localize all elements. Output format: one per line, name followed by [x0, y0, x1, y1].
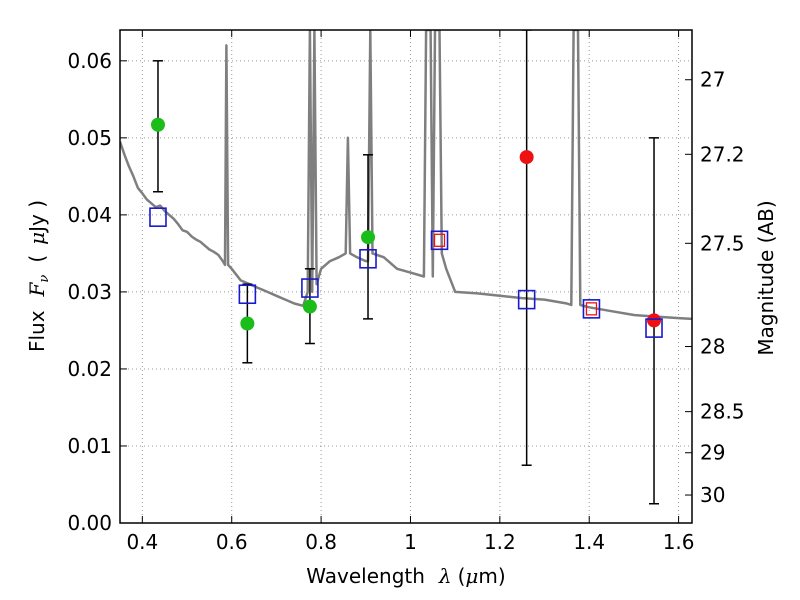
- x-tick-label: 0.6: [216, 530, 248, 554]
- y-tick-label: 0.06: [67, 49, 112, 73]
- y2-tick-label: 27: [700, 68, 725, 92]
- y-tick-label: 0.01: [67, 434, 112, 458]
- data-point-circle: [361, 230, 376, 245]
- y2-axis-ticks: 27 27.2 27.5 28 28.5 29 30: [685, 68, 745, 507]
- model-square: [149, 207, 167, 227]
- y-axis-title-symbol: F: [25, 281, 49, 297]
- y2-tick-label: 29: [700, 441, 725, 465]
- x-axis-title-unit-mu: μ: [465, 564, 478, 588]
- plot-frame: [119, 29, 693, 524]
- x-tick-label: 1.2: [484, 530, 516, 554]
- model-square: [430, 230, 449, 251]
- y-axis-title: Flux Fν ( μJy ): [25, 200, 52, 352]
- x-tick-label: 1.6: [663, 530, 695, 554]
- y2-tick-label: 28: [700, 335, 725, 359]
- x-axis-title-text: Wavelength: [306, 564, 425, 588]
- y-tick-label: 0.03: [67, 280, 112, 304]
- y-axis-ticks: 0.00 0.01 0.02 0.03 0.04 0.05 0.06: [67, 49, 127, 535]
- model-square: [238, 284, 257, 305]
- model-square: [301, 278, 319, 298]
- y-axis-title-subscript: ν: [37, 275, 52, 283]
- y-tick-label: 0.02: [67, 357, 112, 381]
- x-tick-label: 1.4: [573, 530, 605, 554]
- y2-tick-label: 28.5: [700, 400, 745, 424]
- y2-tick-label: 27.2: [700, 142, 745, 166]
- x-tick-label: 0.4: [126, 530, 158, 554]
- y2-axis-title: Magnitude (AB): [754, 200, 778, 355]
- data-point-circle: [519, 150, 534, 165]
- y-axis-title-text: Flux: [25, 310, 49, 352]
- y2-tick-label: 27.5: [700, 231, 745, 255]
- x-axis-title-symbol: λ: [438, 564, 452, 588]
- model-square: [359, 248, 377, 269]
- x-axis-title-unit-open: (: [458, 564, 466, 588]
- marker-layer: [149, 117, 663, 338]
- y-tick-label: 0.04: [67, 203, 112, 227]
- sed-model-layer: [120, 30, 692, 321]
- y-axis-title-unit-rest: Jy ): [25, 200, 49, 234]
- model-square: [645, 318, 663, 338]
- y2-tick-label: 30: [700, 483, 725, 507]
- red-square: [433, 233, 446, 247]
- model-square: [517, 289, 536, 310]
- y-axis-title-unit-open: (: [25, 255, 49, 263]
- y-tick-label: 0.05: [67, 126, 112, 150]
- x-axis-title: Wavelength λ (μm): [306, 564, 505, 588]
- y-axis-title-unit-mu: μ: [25, 232, 49, 245]
- y-tick-label: 0.00: [67, 511, 112, 535]
- data-point-circle: [647, 313, 662, 328]
- red-square: [585, 302, 598, 316]
- data-point-circle: [150, 117, 165, 132]
- data-point-circle: [302, 299, 317, 314]
- sed-model-line: [120, 30, 692, 321]
- model-square: [582, 299, 601, 319]
- x-axis-ticks: 0.4 0.6 0.8 1 1.2 1.4 1.6: [126, 30, 695, 554]
- x-tick-label: 0.8: [305, 530, 337, 554]
- x-axis-title-unit-rest: m): [478, 564, 505, 588]
- data-point-circle: [240, 316, 255, 331]
- x-tick-label: 1: [404, 530, 417, 554]
